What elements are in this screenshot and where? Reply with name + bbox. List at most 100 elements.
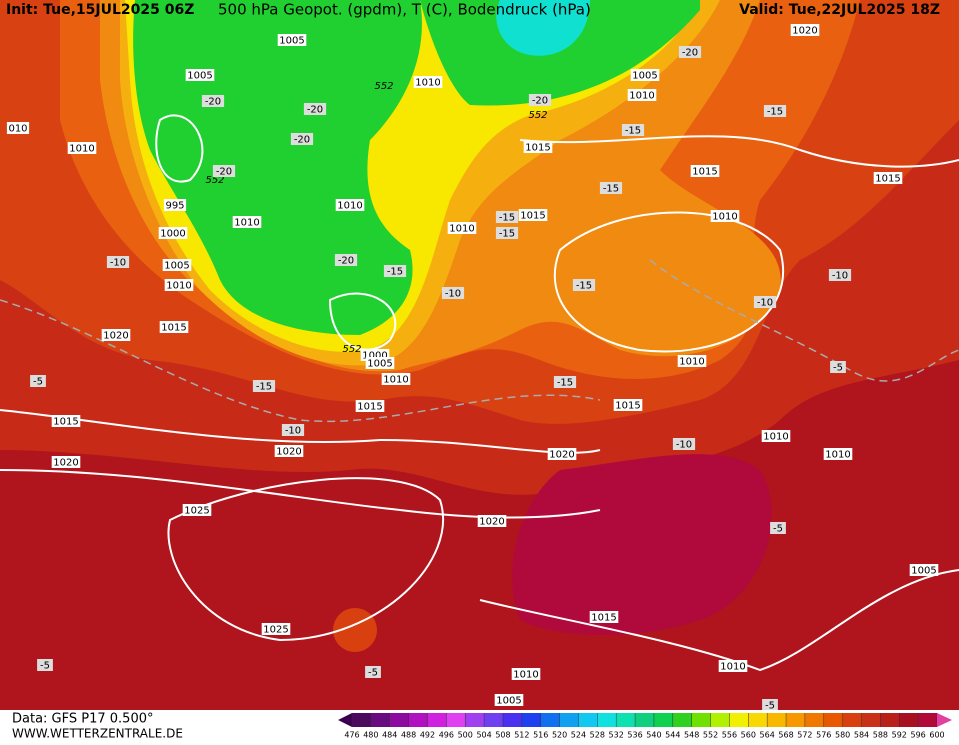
colorbar-label: 524 [571,731,586,740]
isobar-label: 1005 [367,359,392,370]
isobar-label-box [613,399,643,411]
colorbar-swatch [729,713,749,727]
isobar-label: 1010 [337,201,362,212]
temperature-label: -5 [765,701,775,712]
temperature-label: -15 [603,184,619,195]
isobar-label: 1020 [276,447,301,458]
isobar-label: 1020 [103,331,128,342]
isobar-label: 1015 [520,211,545,222]
isobar-label: 995 [165,201,184,212]
temperature-label: -15 [499,229,515,240]
isobar-label-box [873,172,903,184]
isobar-label: 1010 [712,212,737,223]
isobar-label: 1000 [362,351,387,362]
isobar-label-box [630,69,660,81]
colorbar-arrow-left [338,713,352,727]
temperature-label-box [281,424,305,436]
temperature-label: -5 [833,363,843,374]
temperature-label: -20 [294,135,310,146]
temperature-label-box [528,94,552,106]
temperature-label: -20 [216,167,232,178]
isobar-label: 1010 [234,218,259,229]
colorbar-swatch [861,713,881,727]
isobar-label-box [477,515,507,527]
colorbar-label: 480 [363,731,378,740]
isobar-label-box [523,141,553,153]
isobar-label-box [232,216,262,228]
temperature-label-box [621,124,645,136]
temperature-label: -10 [757,298,773,309]
colorbar-swatch [616,713,636,727]
isobar-label-box [159,321,189,333]
colorbar-swatch [352,713,372,727]
isobar-label: 1010 [763,432,788,443]
isobar-label: 1005 [911,566,936,577]
temperature-label: -15 [387,267,403,278]
geopotential-label: 552 [528,110,547,121]
colorbar-swatch [389,713,410,727]
isobar-label: 1015 [53,417,78,428]
temperature-label: -20 [682,48,698,59]
temperature-label: -20 [338,256,354,267]
colorbar-label: 556 [722,731,737,740]
colorbar: 476 480 484 488 492 496 500 504 508 512 516 520 524 5… [338,713,952,740]
isobar-label-box [494,694,524,706]
temperature-label-box [201,95,225,107]
isobar-label: 1020 [792,26,817,37]
isobar-label-box [162,259,192,271]
temperature-label: -15 [625,126,641,137]
isobar-label: 1025 [263,625,288,636]
isobar-label: 1010 [629,91,654,102]
temperature-label: -20 [532,96,548,107]
colorbar-label: 548 [684,731,699,740]
temperature-label: -15 [256,382,272,393]
colorbar-label: 516 [533,731,548,740]
temperature-label-box [30,375,46,387]
isobar-label: 1020 [549,450,574,461]
isobar-label-box [51,415,81,427]
temperature-label-box [441,287,465,299]
temperature-label-box [37,659,53,671]
colorbar-arrow-right [937,713,952,727]
colorbar-swatch [899,713,919,727]
colorbar-label: 496 [439,731,454,740]
isobar-label-box [355,400,385,412]
colorbar-swatch [880,713,900,727]
isobar-label-box [261,623,291,635]
temperature-label-box [762,699,778,711]
isobar-label-box [101,329,131,341]
colorbar-label: 508 [495,731,510,740]
temperature-label: -5 [368,668,378,679]
isobar-label: 010 [8,124,27,135]
temperature-label: -5 [33,377,43,388]
temperature-label-box [828,269,852,281]
isobar-label: 1020 [53,458,78,469]
temperature-label-box [672,438,696,450]
isobar-label: 1025 [184,506,209,517]
temperature-label: -15 [576,281,592,292]
data-source: Data: GFS P17 0.500° [12,712,154,727]
temperature-label: -10 [445,289,461,300]
temperature-label-box [763,105,787,117]
colorbar-swatch [370,713,391,727]
colorbar-label: 544 [665,731,680,740]
isobar-label-box [51,456,81,468]
isobar-label: 1005 [496,696,521,707]
colorbar-swatch [767,713,787,727]
colorbar-swatch [653,713,674,727]
isobar-label: 1010 [513,670,538,681]
colorbar-swatch [484,713,504,727]
isobar-label-box [185,69,215,81]
colorbar-swatch [559,713,579,727]
colorbar-swatch [465,713,485,727]
isobar-label: 1010 [679,357,704,368]
colorbar-label: 564 [760,731,775,740]
isobar-label-box [518,209,548,221]
temperature-label-box [770,522,786,534]
temperature-label: -5 [40,661,50,672]
isobar-label: 1015 [875,174,900,185]
isobar-label: 1015 [357,402,382,413]
colorbar-swatch [918,713,938,727]
temperature-label: -15 [767,107,783,118]
temperature-label-box [365,666,381,678]
